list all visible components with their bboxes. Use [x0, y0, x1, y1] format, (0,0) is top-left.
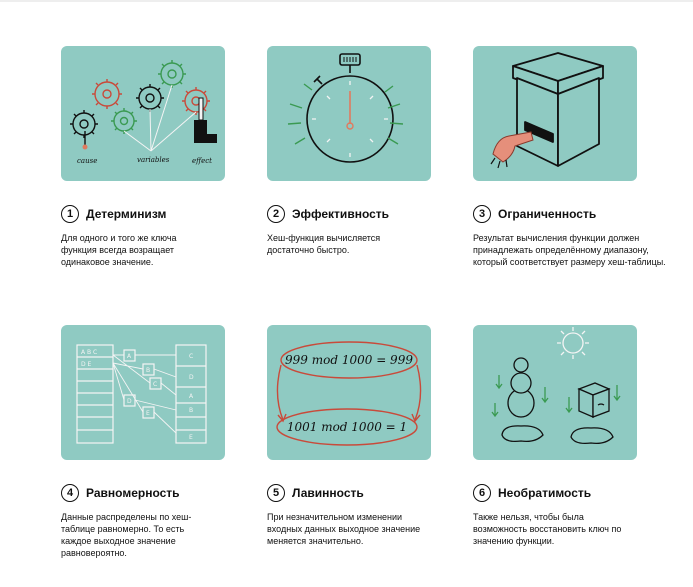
puddle-right: [570, 427, 614, 445]
card-header: 2 Эффективность: [267, 204, 431, 224]
card-description: Также нельзя, чтобы была возможность вос…: [473, 512, 622, 546]
key-box: [123, 394, 136, 407]
card-description: Для одного и того же ключа функция всегд…: [61, 233, 177, 267]
puddle-left: [501, 425, 544, 443]
gear-green-1-icon: [111, 108, 137, 134]
card-header: 3 Ограниченность: [473, 204, 637, 224]
card-determinism: cause variables effect 1 Детерминизм Для…: [61, 46, 225, 268]
stopwatch-dial: [306, 75, 394, 163]
top-divider: [0, 0, 693, 2]
card-title: Равномерность: [86, 486, 180, 500]
illustration-uniformity: A B C D E A B C D E C D A B E: [61, 325, 225, 460]
card-description: Данные распределены по хеш-таблице равно…: [61, 512, 192, 558]
card-avalanche: 999 mod 1000 = 999 1001 mod 1000 = 1 5 Л…: [267, 325, 431, 547]
card-header: 4 Равномерность: [61, 483, 225, 503]
card-irreversibility: 6 Необратимость Также нельзя, чтобы была…: [473, 325, 637, 547]
left-cell-label: D E: [81, 361, 92, 368]
left-table: [76, 344, 114, 444]
card-number-badge: 3: [473, 205, 491, 223]
card-title: Эффективность: [292, 207, 390, 221]
formula-ellipse-top: [280, 341, 418, 379]
right-cell-label: C: [189, 353, 193, 360]
formula-ellipse-bottom: [276, 408, 418, 446]
card-uniformity: A B C D E A B C D E C D A B E 4 Равномер…: [61, 325, 225, 559]
box-slot: [524, 121, 554, 143]
card-efficiency: 2 Эффективность Хеш-функция вычисляется …: [267, 46, 431, 256]
sun-icon: [557, 327, 589, 359]
card-header: 6 Необратимость: [473, 483, 637, 503]
illustration-efficiency: [267, 46, 431, 181]
card-number-badge: 5: [267, 484, 285, 502]
gear-green-2-icon: [158, 60, 186, 88]
left-cell-label: A B C: [81, 349, 97, 356]
card-title: Лавинность: [292, 486, 364, 500]
drip-arrows: [491, 375, 621, 418]
card-number-badge: 4: [61, 484, 79, 502]
key-box: [142, 363, 155, 376]
formula-line-1: 999 mod 1000 = 999: [285, 353, 413, 367]
key-label: D: [127, 398, 132, 405]
card-title: Детерминизм: [86, 207, 167, 221]
key-box: [123, 349, 136, 362]
speed-lines: [287, 83, 404, 145]
gear-dark-1-icon: [70, 110, 98, 138]
illustration-boundedness: [473, 46, 637, 181]
card-header: 5 Лавинность: [267, 483, 431, 503]
card-description: Результат вычисления функции должен прин…: [473, 233, 666, 267]
paw-icon: [490, 131, 534, 169]
effect-label: effect: [192, 157, 212, 165]
gears-cause-effect-icon: cause variables effect: [70, 60, 217, 165]
card-number-badge: 2: [267, 205, 285, 223]
box-with-paw-icon: [490, 52, 604, 169]
right-cell-label: D: [189, 374, 194, 381]
gear-red-icon: [92, 79, 122, 109]
key-label: E: [146, 410, 150, 417]
right-cell-label: E: [189, 434, 193, 441]
right-cell-label: B: [189, 407, 193, 414]
snowman-icon: [501, 357, 544, 443]
right-cell-label: A: [189, 393, 194, 400]
card-title: Необратимость: [498, 486, 592, 500]
gear-dark-2-icon: [136, 84, 164, 112]
key-label: C: [153, 381, 157, 388]
card-boundedness: 3 Ограниченность Результат вычисления фу…: [473, 46, 666, 268]
cause-label: cause: [77, 157, 97, 165]
effect-boot-icon: [194, 97, 217, 143]
illustration-irreversibility: [473, 325, 637, 460]
melting-snowman-icon: [491, 327, 621, 445]
gear-red-2-icon: [182, 87, 210, 115]
hash-table-mapping-icon: A B C D E A B C D E C D A B E: [76, 344, 207, 444]
card-title: Ограниченность: [498, 207, 597, 221]
key-label: A: [127, 353, 132, 360]
arrow-left: [276, 364, 284, 421]
illustration-avalanche: 999 mod 1000 = 999 1001 mod 1000 = 1: [267, 325, 431, 460]
illustration-determinism: cause variables effect: [61, 46, 225, 181]
right-table: [175, 344, 207, 444]
arrow-right: [414, 364, 422, 421]
card-number-badge: 6: [473, 484, 491, 502]
modulo-arrows-icon: 999 mod 1000 = 999 1001 mod 1000 = 1: [276, 341, 422, 446]
card-header: 1 Детерминизм: [61, 204, 225, 224]
card-number-badge: 1: [61, 205, 79, 223]
variables-pointer-lines: [123, 84, 197, 152]
card-description: Хеш-функция вычисляется достаточно быстр…: [267, 233, 381, 255]
card-description: При незначительном изменении входных дан…: [267, 512, 421, 546]
ice-cube-icon: [570, 382, 614, 445]
formula-line-2: 1001 mod 1000 = 1: [287, 420, 407, 434]
variables-label: variables: [137, 156, 170, 164]
stopwatch-icon: [287, 53, 404, 163]
key-label: B: [146, 367, 150, 374]
